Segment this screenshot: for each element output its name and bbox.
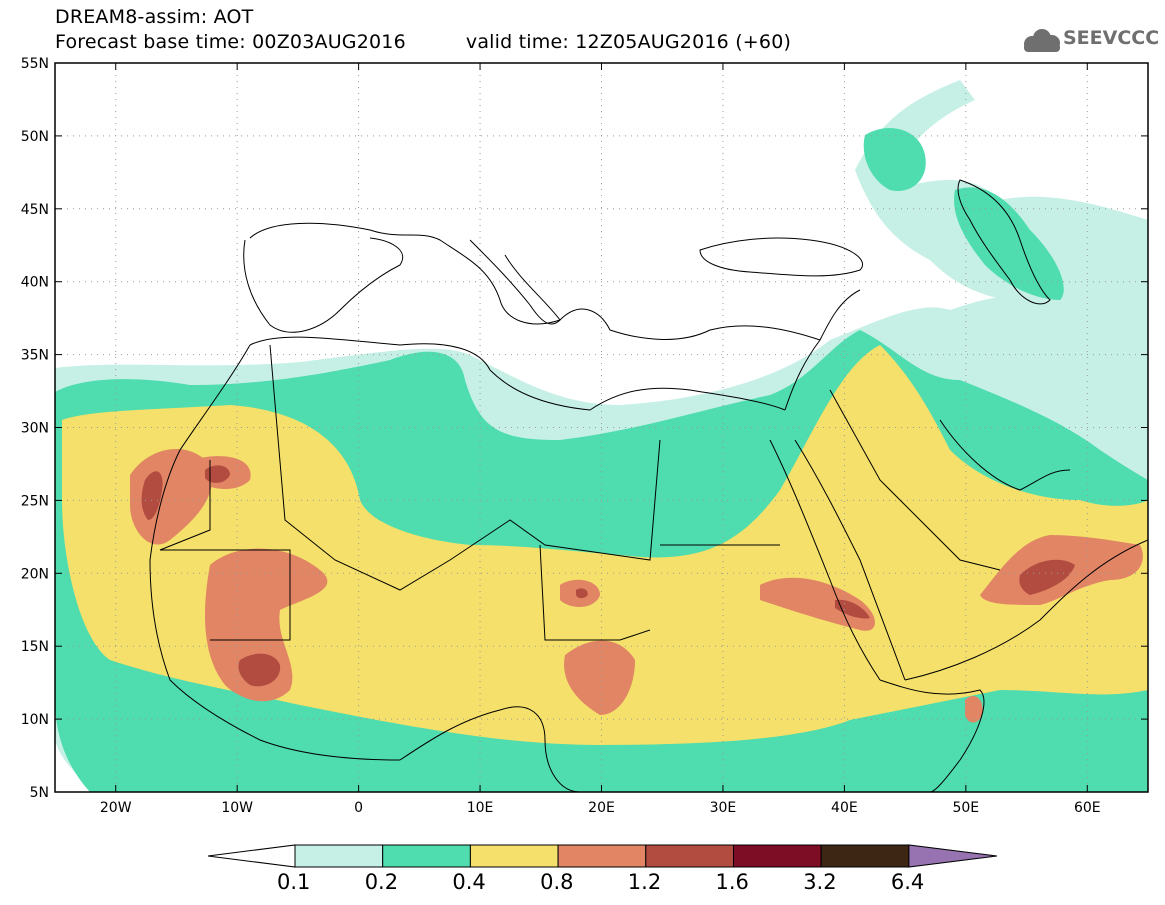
lat-label: 45N <box>21 202 49 218</box>
lon-label: 0 <box>354 800 363 816</box>
north-africa-coast <box>249 336 786 411</box>
aot-contour-1.2-morocco <box>141 471 163 520</box>
arabia-coast <box>904 539 1148 681</box>
lon-labels: 20W 10W 0 10E 20E 30E 40E 50E 60E <box>100 800 1101 816</box>
aot-contour-1.2-algeria <box>205 465 230 483</box>
lon-label: 60E <box>1074 800 1101 816</box>
italy <box>469 239 561 325</box>
lat-label: 25N <box>21 493 49 509</box>
aot-contour-1.2-chad <box>576 588 588 599</box>
aot-contour-1.2-arabia <box>1019 559 1075 595</box>
coastlines <box>149 179 1148 792</box>
lon-label: 40E <box>831 800 858 816</box>
west-africa-coast <box>149 344 401 761</box>
colorbar-label: 6.4 <box>890 870 925 894</box>
border-5 <box>829 389 1001 571</box>
lon-label: 20E <box>588 800 615 816</box>
lat-label: 10N <box>21 712 49 728</box>
lon-label: 10W <box>221 800 253 816</box>
colorbar-label: 1.2 <box>627 870 662 894</box>
logo-text: SEEVCCC <box>1063 27 1160 49</box>
colorbar-segment <box>294 844 384 868</box>
red-sea-west <box>769 439 881 681</box>
lon-label: 50E <box>952 800 979 816</box>
axis-ticks <box>55 62 1148 793</box>
lat-label: 40N <box>21 275 49 291</box>
caspian-sea <box>957 179 1051 305</box>
lat-label: 55N <box>21 56 49 72</box>
lon-label: 10E <box>467 800 494 816</box>
colorbar-max-arrow <box>908 844 997 868</box>
aot-contour-0.8-redsea <box>760 577 875 631</box>
border-1 <box>269 344 661 591</box>
colorbar-label: 0.4 <box>452 870 486 894</box>
colorbar-segment <box>820 844 910 868</box>
cloud-icon <box>1024 29 1060 52</box>
colorbar-min-arrow <box>207 844 296 868</box>
lat-label: 50N <box>21 129 49 145</box>
base-time: Forecast base time: 00Z03AUG2016 <box>55 31 406 53</box>
red-sea-east <box>794 439 906 681</box>
aot-contour-0.2-caspian <box>954 187 1064 300</box>
aot-contour-0.2-caucasus <box>863 127 926 191</box>
logo <box>1024 29 1060 52</box>
title-line: DREAM8-assim: AOT <box>55 6 254 28</box>
border-6 <box>159 460 211 551</box>
lat-labels: 55N 50N 45N 40N 35N 30N 25N 20N 15N 10N 5N <box>21 56 49 801</box>
graticule <box>55 63 1148 792</box>
europe-coast <box>249 222 821 341</box>
colorbar-segment <box>557 844 647 868</box>
colorbar-segment <box>382 844 471 868</box>
gulf-of-guinea <box>399 706 581 792</box>
iberia <box>243 237 403 333</box>
valid-time: valid time: 12Z05AUG2016 (+60) <box>465 31 792 53</box>
map-title: DREAM8-assim: AOT <box>55 6 253 28</box>
aot-contour-0.8-mali <box>205 548 328 702</box>
aot-contour-0.8-sudan <box>564 640 635 715</box>
lat-label: 35N <box>21 348 49 364</box>
lat-label: 5N <box>30 785 49 801</box>
lon-label: 30E <box>710 800 737 816</box>
aot-contour-1.2-mali <box>238 653 281 687</box>
colorbar <box>207 844 997 868</box>
border-3 <box>539 544 651 641</box>
aot-contour-1.2-redsea <box>835 599 870 619</box>
colorbar-segment <box>645 844 734 868</box>
lat-label: 20N <box>21 566 49 582</box>
colorbar-label: 1.6 <box>715 870 749 894</box>
colorbar-segment <box>469 844 559 868</box>
lat-label: 15N <box>21 639 49 655</box>
colorbar-label: 3.2 <box>803 870 837 894</box>
forecast-times: Forecast base time: 00Z03AUG2016 valid ti… <box>55 31 791 53</box>
colorbar-segment <box>733 844 822 868</box>
border-2 <box>160 549 291 641</box>
levant-coast <box>784 289 861 411</box>
aot-contour-0.8-somalia <box>965 695 983 723</box>
colorbar-label: 0.8 <box>540 870 574 894</box>
horn-of-africa <box>879 679 985 792</box>
black-sea <box>699 237 863 277</box>
lon-label: 20W <box>100 800 132 816</box>
colorbar-label: 0.2 <box>364 870 399 894</box>
gulf-coast <box>939 419 1071 491</box>
aot-contour-0.4 <box>62 345 1148 745</box>
colorbar-label: 0.1 <box>277 870 311 894</box>
lat-label: 30N <box>21 421 49 437</box>
